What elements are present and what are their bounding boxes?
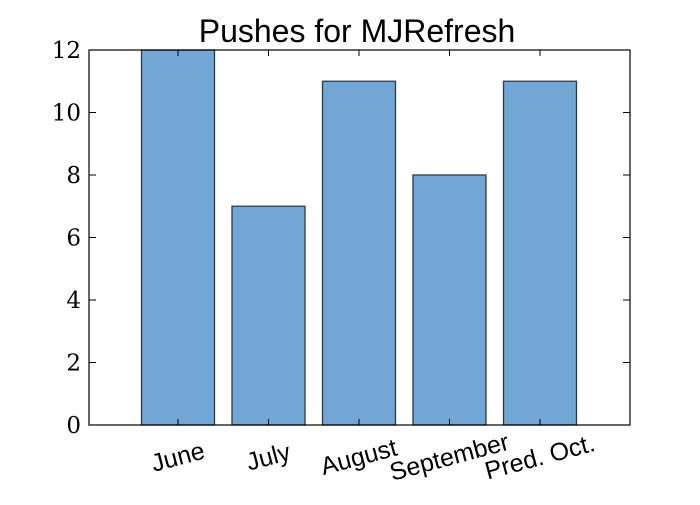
axes-frame [88,49,631,426]
y-tick-label: 12 [52,38,81,64]
bar-september [412,174,487,426]
bar-june [140,49,216,426]
chart-title: Pushes for MJRefresh [199,13,516,49]
y-tick-label: 6 [66,226,81,252]
bars-layer [140,49,578,426]
y-tick-labels: 0 2 4 6 8 10 12 [52,38,81,439]
bar-july [231,205,306,426]
bar-pred-oct [502,80,578,426]
y-tick-label: 2 [66,351,81,377]
x-tick-label: July [243,438,294,477]
y-tick-label: 10 [52,101,81,127]
bar-august [321,80,397,426]
y-tick-label: 4 [66,288,81,314]
y-tick-label: 8 [66,163,81,189]
x-tick-label: August [318,434,400,481]
y-tick-label: 0 [66,413,81,439]
x-tick-label: June [148,437,208,478]
